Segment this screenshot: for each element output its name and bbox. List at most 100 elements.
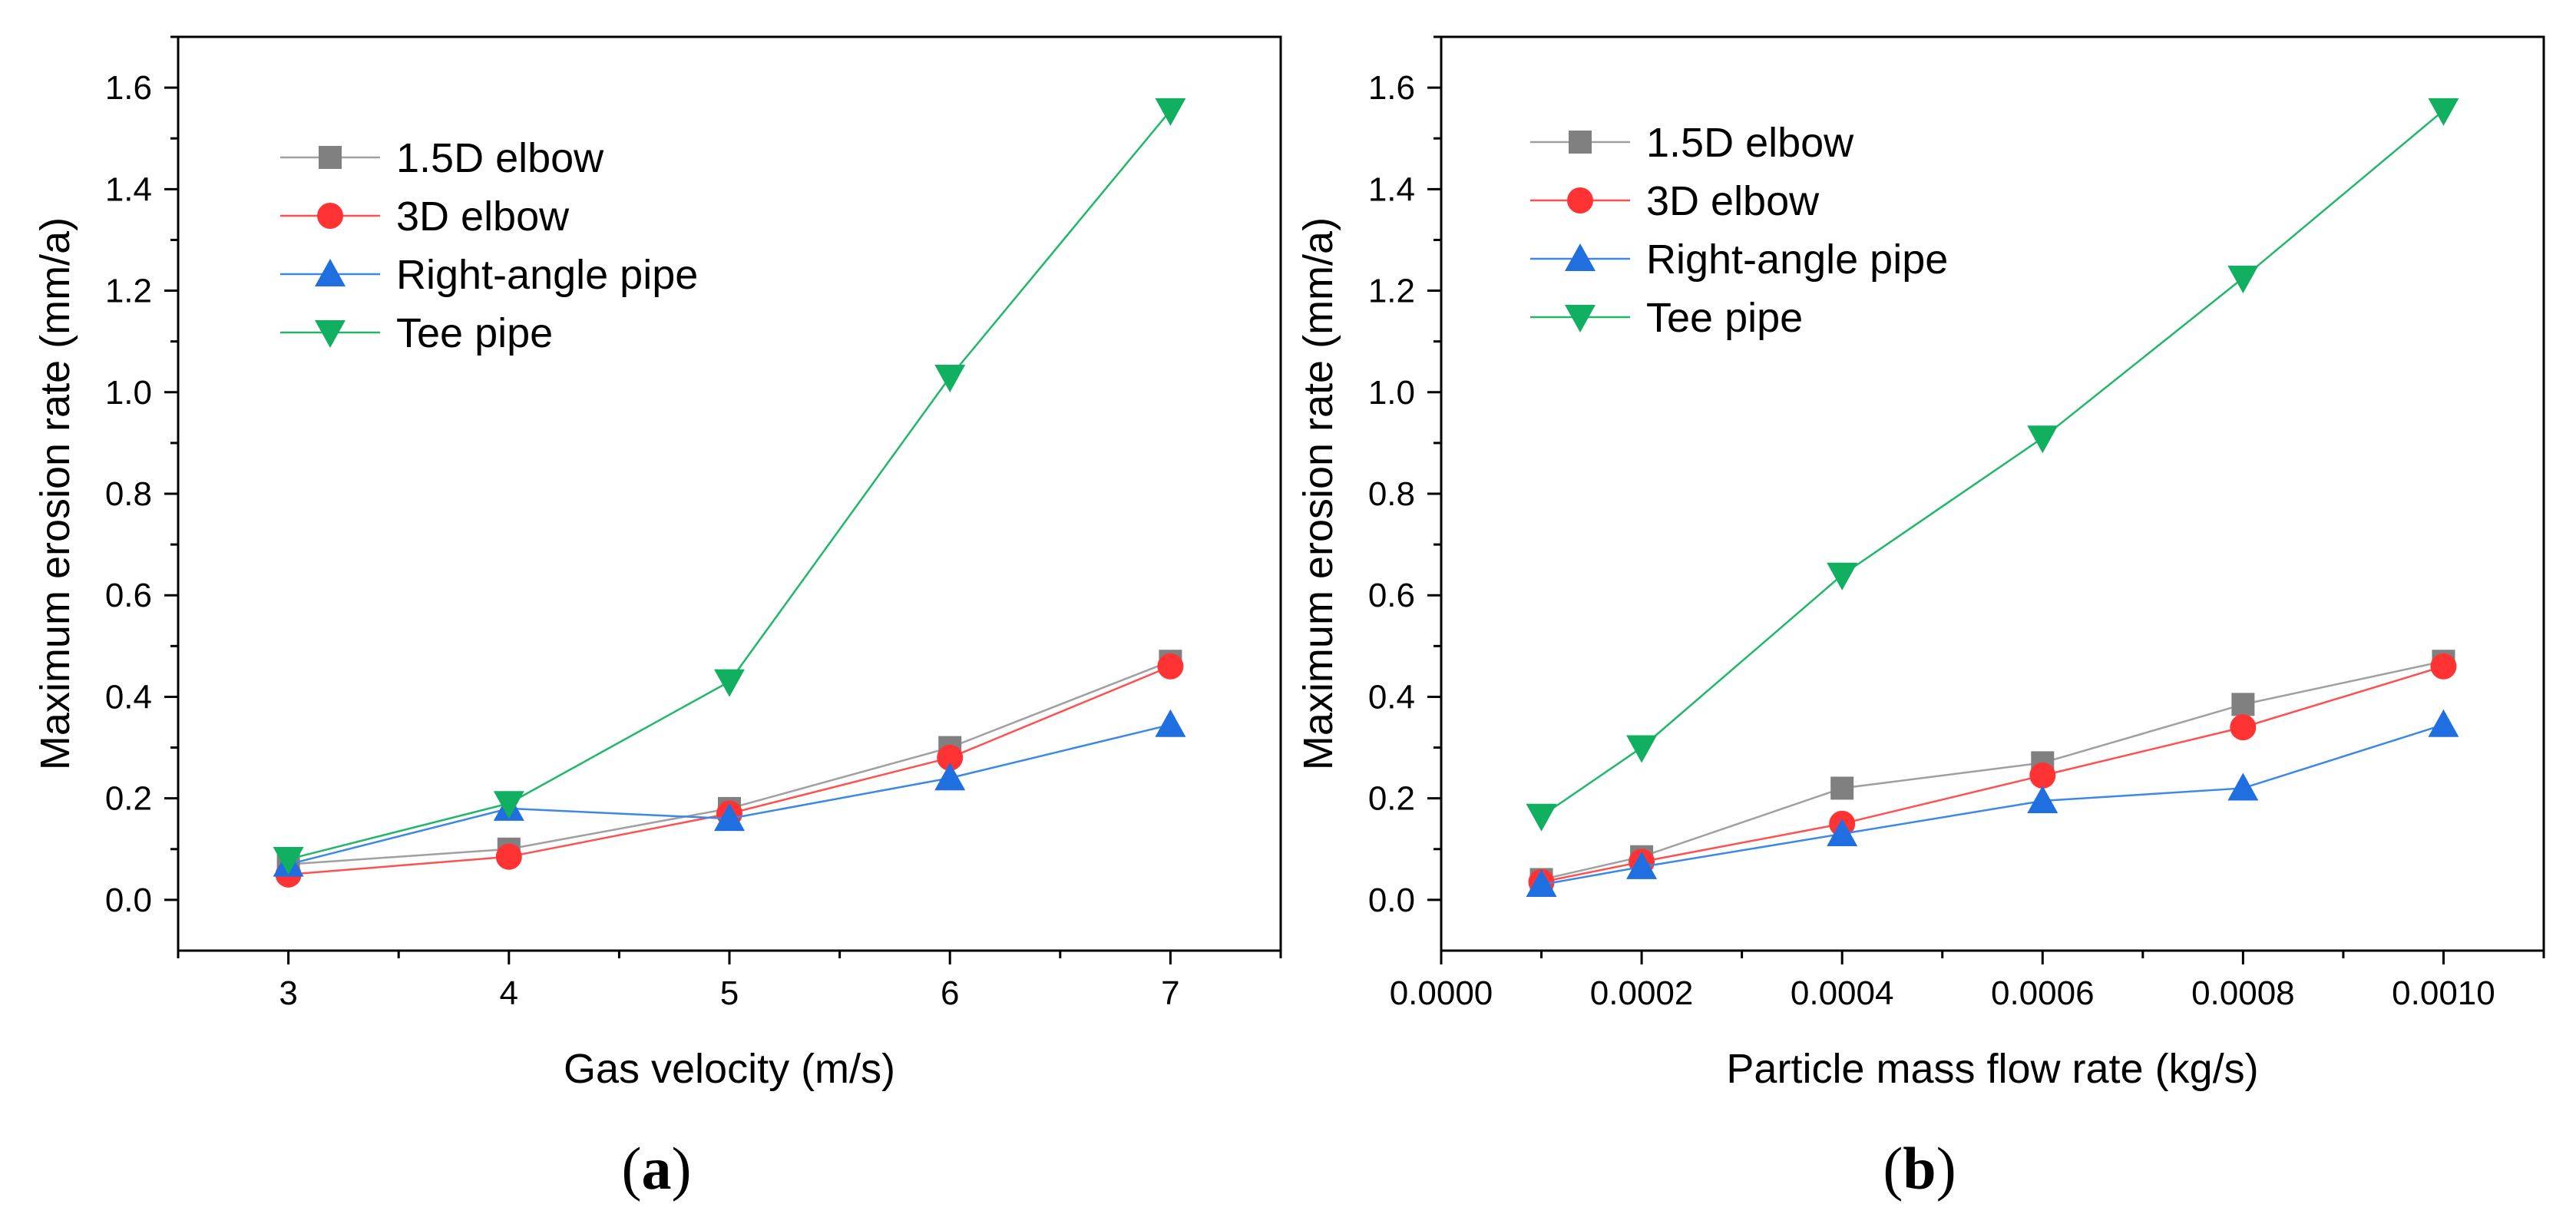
- y-axis-title: Maximum erosion rate (mm/a): [32, 217, 78, 770]
- series-tee-pipe: [1526, 98, 2459, 832]
- series-right-angle-pipe: [273, 709, 1186, 877]
- legend: 1.5D elbow 3D elbow Right-angle pipe Tee pi…: [1530, 120, 1948, 341]
- x-axis-title: Particle mass flow rate (kg/s): [1726, 1046, 2258, 1092]
- y-tick-label: 1.0: [105, 374, 152, 412]
- data-point: [2227, 772, 2259, 801]
- legend-marker: [1565, 305, 1596, 332]
- data-point: [495, 843, 522, 870]
- data-point: [714, 669, 745, 697]
- series-line: [1541, 665, 2444, 883]
- data-point: [273, 847, 304, 875]
- series-line: [288, 665, 1171, 876]
- y-tick-label: 1.6: [105, 69, 152, 107]
- data-point: [1626, 735, 1658, 763]
- legend-marker: [1567, 187, 1593, 213]
- panel-label-a-open-paren: (: [622, 1135, 642, 1202]
- series-right-angle-pipe: [1526, 709, 2459, 898]
- series-line: [1541, 660, 2444, 881]
- y-tick-label: 1.4: [105, 170, 152, 208]
- legend-marker: [315, 320, 346, 348]
- data-point: [2029, 762, 2056, 789]
- legend-label: Tee pipe: [396, 310, 553, 356]
- data-point: [1155, 98, 1186, 126]
- panel-label-b-open-paren: (: [1883, 1135, 1903, 1202]
- series-line: [288, 723, 1171, 865]
- y-tick-label: 0.0: [1368, 882, 1415, 919]
- y-tick-label: 1.6: [1368, 69, 1415, 107]
- x-tick-label: 0.0008: [2191, 974, 2295, 1012]
- legend-marker: [317, 203, 343, 229]
- data-point: [1626, 851, 1658, 879]
- series-tee-pipe: [273, 98, 1186, 875]
- y-tick-label: 1.0: [1368, 374, 1415, 412]
- data-point: [1157, 653, 1184, 680]
- y-tick-label: 0.8: [105, 475, 152, 513]
- legend-label: Right-angle pipe: [396, 252, 698, 298]
- y-tick-label: 0.0: [105, 882, 152, 919]
- y-tick-label: 0.8: [1368, 475, 1415, 513]
- legend-label: 1.5D elbow: [396, 135, 604, 181]
- legend-label: 3D elbow: [396, 194, 570, 240]
- data-point: [1830, 776, 1854, 800]
- y-tick-label: 1.2: [1368, 273, 1415, 310]
- data-point: [2230, 714, 2257, 741]
- x-tick-label: 0.0004: [1791, 974, 1894, 1012]
- x-tick-label: 5: [720, 974, 739, 1012]
- panel-label-a: (a): [622, 1135, 692, 1202]
- data-point: [1526, 869, 1557, 898]
- data-point: [934, 763, 966, 791]
- panel-label-b: (b): [1883, 1135, 1956, 1202]
- panel-label-a-letter: a: [642, 1135, 672, 1202]
- data-point: [2428, 709, 2459, 737]
- data-point: [2227, 266, 2259, 294]
- legend-label: 1.5D elbow: [1646, 120, 1854, 166]
- y-tick-label: 0.2: [1368, 780, 1415, 818]
- data-point: [1526, 803, 1557, 832]
- data-point: [937, 744, 964, 771]
- y-tick-label: 0.4: [1368, 678, 1415, 716]
- legend-label: Right-angle pipe: [1646, 237, 1948, 283]
- series-line: [1540, 109, 2445, 817]
- chart-panel-b: 0.0 0.2 0.4 0.6 0.8 1.0 1.2 1.4 1.6 0.0000 0.0002 0…: [1295, 35, 2545, 1092]
- series-1-5d-elbow: [1529, 650, 2455, 892]
- x-tick-label: 7: [1161, 974, 1179, 1012]
- legend-label: 3D elbow: [1646, 178, 1820, 224]
- data-point: [934, 364, 966, 392]
- x-axis-title: Gas velocity (m/s): [564, 1046, 895, 1092]
- x-tick-label: 4: [500, 974, 518, 1012]
- panel-label-b-letter: b: [1903, 1135, 1936, 1202]
- y-axis-title: Maximum erosion rate (mm/a): [1295, 217, 1341, 770]
- data-point: [2428, 98, 2459, 126]
- x-tick-label: 0.0006: [1991, 974, 2095, 1012]
- series-line: [1541, 723, 2444, 886]
- legend-label: Tee pipe: [1646, 295, 1803, 341]
- data-point: [1827, 818, 1858, 846]
- data-point: [493, 791, 524, 819]
- series-3d-elbow: [1528, 653, 2457, 895]
- chart-panel-a: 0.0 0.2 0.4 0.6 0.8 1.0 1.2 1.4 1.6 3 4 5 6 7 Gas velo…: [32, 35, 1282, 1092]
- plot-frame: [1440, 35, 2545, 952]
- legend-marker: [1569, 131, 1592, 154]
- data-point: [1827, 562, 1858, 590]
- y-tick-label: 0.4: [105, 678, 152, 716]
- panel-label-b-close-paren: ): [1936, 1135, 1956, 1202]
- x-tick-label: 0.0010: [2392, 974, 2495, 1012]
- x-tick-label: 3: [279, 974, 297, 1012]
- data-point: [1155, 709, 1186, 737]
- legend-marker: [319, 146, 342, 169]
- data-point: [2027, 425, 2058, 454]
- y-tick-label: 0.2: [105, 780, 152, 818]
- legend-marker: [1565, 243, 1596, 271]
- y-tick-label: 1.2: [105, 273, 152, 310]
- legend: 1.5D elbow 3D elbow Right-angle pipe Tee pi…: [280, 135, 698, 356]
- panel-label-a-close-paren: ): [672, 1135, 692, 1202]
- data-point: [714, 803, 745, 832]
- data-point: [2430, 653, 2457, 680]
- y-tick-label: 0.6: [1368, 577, 1415, 614]
- x-tick-label: 0.0002: [1590, 974, 1694, 1012]
- x-tick-label: 6: [941, 974, 959, 1012]
- y-tick-label: 0.6: [105, 577, 152, 614]
- data-point: [2231, 693, 2255, 716]
- y-tick-label: 1.4: [1368, 170, 1415, 208]
